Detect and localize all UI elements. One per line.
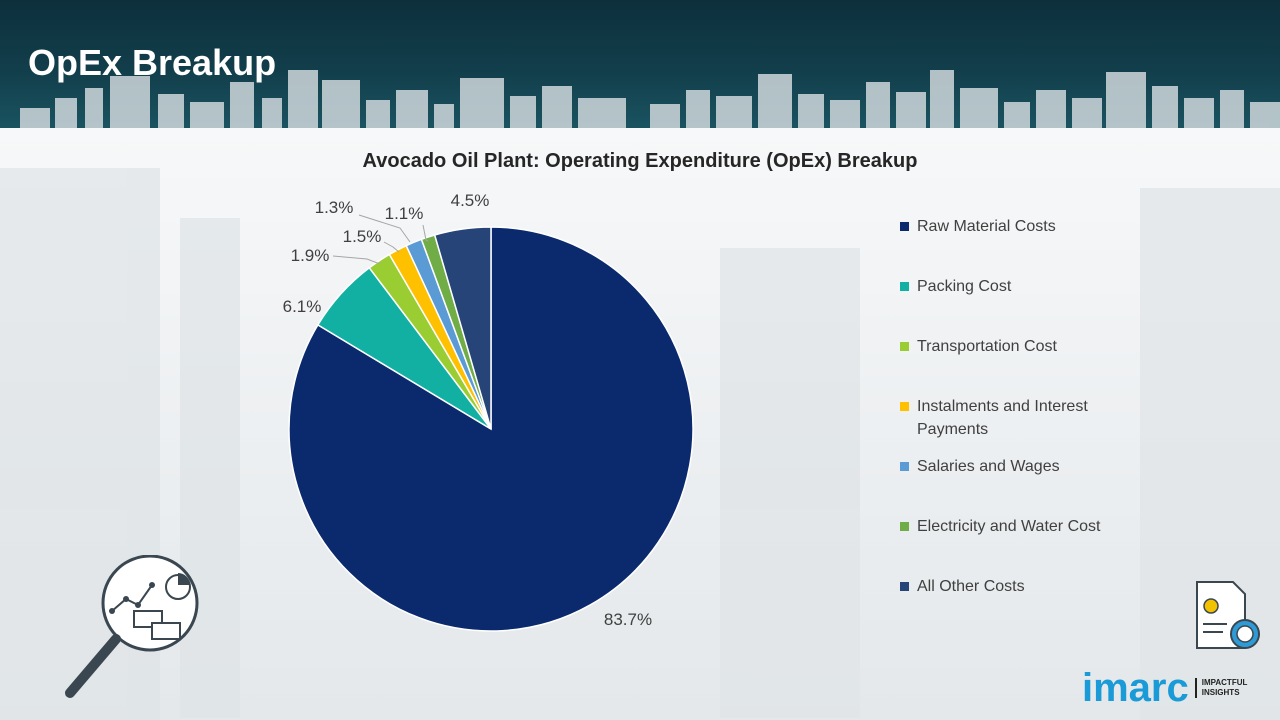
leader-line	[358, 214, 411, 243]
city-skyline-icon	[20, 70, 1280, 128]
legend-item: Electricity and Water Cost	[900, 515, 1127, 538]
logo-wordmark: imarc	[1082, 666, 1189, 710]
invoice-dollar-gear-icon	[1196, 581, 1260, 649]
pie-slice-all-other-costs	[433, 226, 492, 430]
leader-line	[383, 241, 400, 253]
imarc-logo: imarc IMPACTFUL INSIGHTS	[1082, 668, 1247, 708]
legend-label: Packing Cost	[917, 278, 1012, 295]
legend-item: Instalments and Interest Payments	[900, 395, 1127, 441]
logo-tagline: IMPACTFUL INSIGHTS	[1194, 678, 1247, 698]
legend-swatch	[900, 402, 909, 411]
data-label: 1.9%	[291, 246, 330, 265]
legend-item: Transportation Cost	[900, 335, 1127, 358]
legend-swatch	[900, 342, 909, 351]
legend-swatch	[900, 222, 909, 231]
data-label: 6.1%	[283, 297, 322, 316]
leader-line	[332, 255, 381, 265]
legend-item: All Other Costs	[900, 575, 1127, 598]
pie-chart: 83.7% 6.1% 1.9% 1.5% 1.3% 1.1% 4.5%	[283, 191, 694, 632]
data-label: 1.1%	[385, 204, 424, 223]
legend-swatch	[900, 462, 909, 471]
page-title: OpEx Breakup	[28, 42, 277, 83]
legend-label: Electricity and Water Cost	[917, 518, 1101, 535]
leader-line	[422, 224, 429, 242]
data-label: 4.5%	[451, 191, 490, 210]
legend-item: Packing Cost	[900, 275, 1127, 298]
legend-label: Raw Material Costs	[917, 218, 1056, 235]
legend-swatch	[900, 582, 909, 591]
header-banner: OpEx Breakup	[0, 0, 1280, 128]
legend-label: Transportation Cost	[917, 338, 1057, 355]
magnifier-analytics-icon	[65, 555, 199, 698]
legend-swatch	[900, 522, 909, 531]
chart-title: Avocado Oil Plant: Operating Expenditure…	[362, 150, 918, 172]
legend-item: Salaries and Wages	[900, 455, 1127, 478]
data-label: 1.3%	[315, 198, 354, 217]
legend-label: Instalments and Interest Payments	[917, 398, 1088, 438]
legend-item: Raw Material Costs	[900, 215, 1127, 238]
legend-label: All Other Costs	[917, 578, 1025, 595]
data-label: 1.5%	[343, 227, 382, 246]
legend-swatch	[900, 282, 909, 291]
data-label: 83.7%	[604, 610, 652, 629]
legend-label: Salaries and Wages	[917, 458, 1060, 475]
